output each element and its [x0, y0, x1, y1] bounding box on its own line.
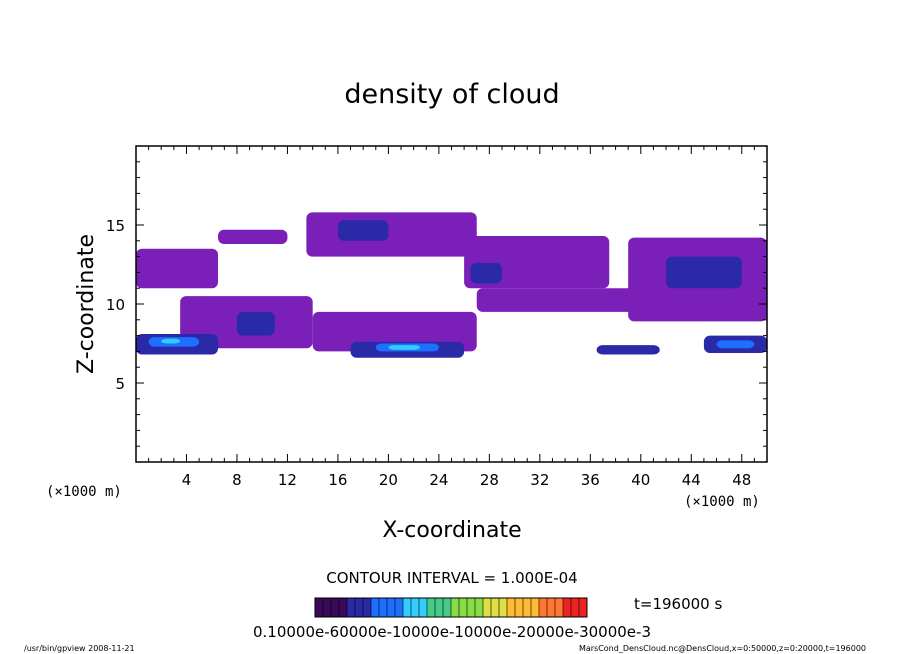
density-region [236, 311, 275, 336]
x-tick-label: 36 [581, 471, 600, 489]
colorbar-cell [459, 598, 468, 617]
x-tick-label: 12 [278, 471, 297, 489]
colorbar-cell [395, 598, 404, 617]
colorbar-cell [387, 598, 396, 617]
colorbar-cell [467, 598, 476, 617]
density-region [666, 256, 742, 289]
x-tick-label: 32 [530, 471, 549, 489]
colorbar-cell [539, 598, 548, 617]
x-tick-label: 4 [182, 471, 192, 489]
colorbar-cell [499, 598, 508, 617]
density-region [218, 229, 288, 244]
colorbar-cell [555, 598, 564, 617]
colorbar-cell [323, 598, 332, 617]
colorbar-cell [451, 598, 460, 617]
colorbar-cell [411, 598, 420, 617]
x-unit-right: (×1000 m) [684, 494, 760, 510]
cloud-density-field [136, 212, 767, 358]
x-tick-label: 28 [480, 471, 499, 489]
x-tick-label: 44 [682, 471, 701, 489]
x-tick-label: 20 [379, 471, 398, 489]
colorbar-cell [443, 598, 452, 617]
density-region [388, 345, 420, 350]
colorbar-cell [315, 598, 324, 617]
x-tick-label: 16 [328, 471, 347, 489]
density-region [716, 340, 755, 349]
density-region [476, 288, 641, 312]
footer-left: /usr/bin/gpview 2008-11-21 [24, 644, 135, 653]
colorbar-cell [563, 598, 572, 617]
colorbar-cell [507, 598, 516, 617]
colorbar-cell [403, 598, 412, 617]
colorbar-frame [314, 597, 588, 618]
colorbar [314, 597, 588, 618]
colorbar-cell [427, 598, 436, 617]
x-unit-left: (×1000 m) [46, 484, 122, 500]
colorbar-cell [547, 598, 556, 617]
colorbar-cell [483, 598, 492, 617]
colorbar-tick-labels: 0.10000e-60000e-10000e-10000e-20000e-300… [253, 623, 651, 641]
chart-title: density of cloud [344, 79, 559, 110]
y-tick-label: 10 [106, 296, 125, 314]
colorbar-cell [515, 598, 524, 617]
y-tick-label: 5 [115, 375, 125, 393]
colorbar-cell [331, 598, 340, 617]
colorbar-cell [579, 598, 588, 617]
density-region [596, 345, 660, 355]
colorbar-cell [371, 598, 380, 617]
y-tick-label: 15 [106, 217, 125, 235]
colorbar-cell [379, 598, 388, 617]
colorbar-cell [491, 598, 500, 617]
x-tick-label: 40 [631, 471, 650, 489]
x-tick-label: 8 [232, 471, 242, 489]
density-region [306, 212, 477, 257]
colorbar-cell [531, 598, 540, 617]
colorbar-cell [339, 598, 348, 617]
colorbar-cell [523, 598, 532, 617]
time-label: t=196000 s [634, 595, 722, 613]
footer-right: MarsCond_DensCloud.nc@DensCloud,x=0:5000… [579, 644, 866, 653]
density-region [161, 338, 181, 344]
density-region [312, 311, 477, 352]
colorbar-cell [571, 598, 580, 617]
colorbar-cell [347, 598, 356, 617]
x-tick-label: 24 [429, 471, 448, 489]
x-axis-label: X-coordinate [382, 518, 521, 543]
contour-interval: CONTOUR INTERVAL = 1.000E-04 [326, 569, 577, 587]
colorbar-cell [363, 598, 372, 617]
y-axis-label: Z-coordinate [74, 234, 99, 374]
colorbar-cell [435, 598, 444, 617]
density-region [337, 220, 389, 241]
colorbar-cell [475, 598, 484, 617]
density-region [136, 248, 219, 289]
colorbar-cell [355, 598, 364, 617]
colorbar-cell [419, 598, 428, 617]
x-tick-label: 48 [732, 471, 751, 489]
density-region [470, 262, 502, 284]
